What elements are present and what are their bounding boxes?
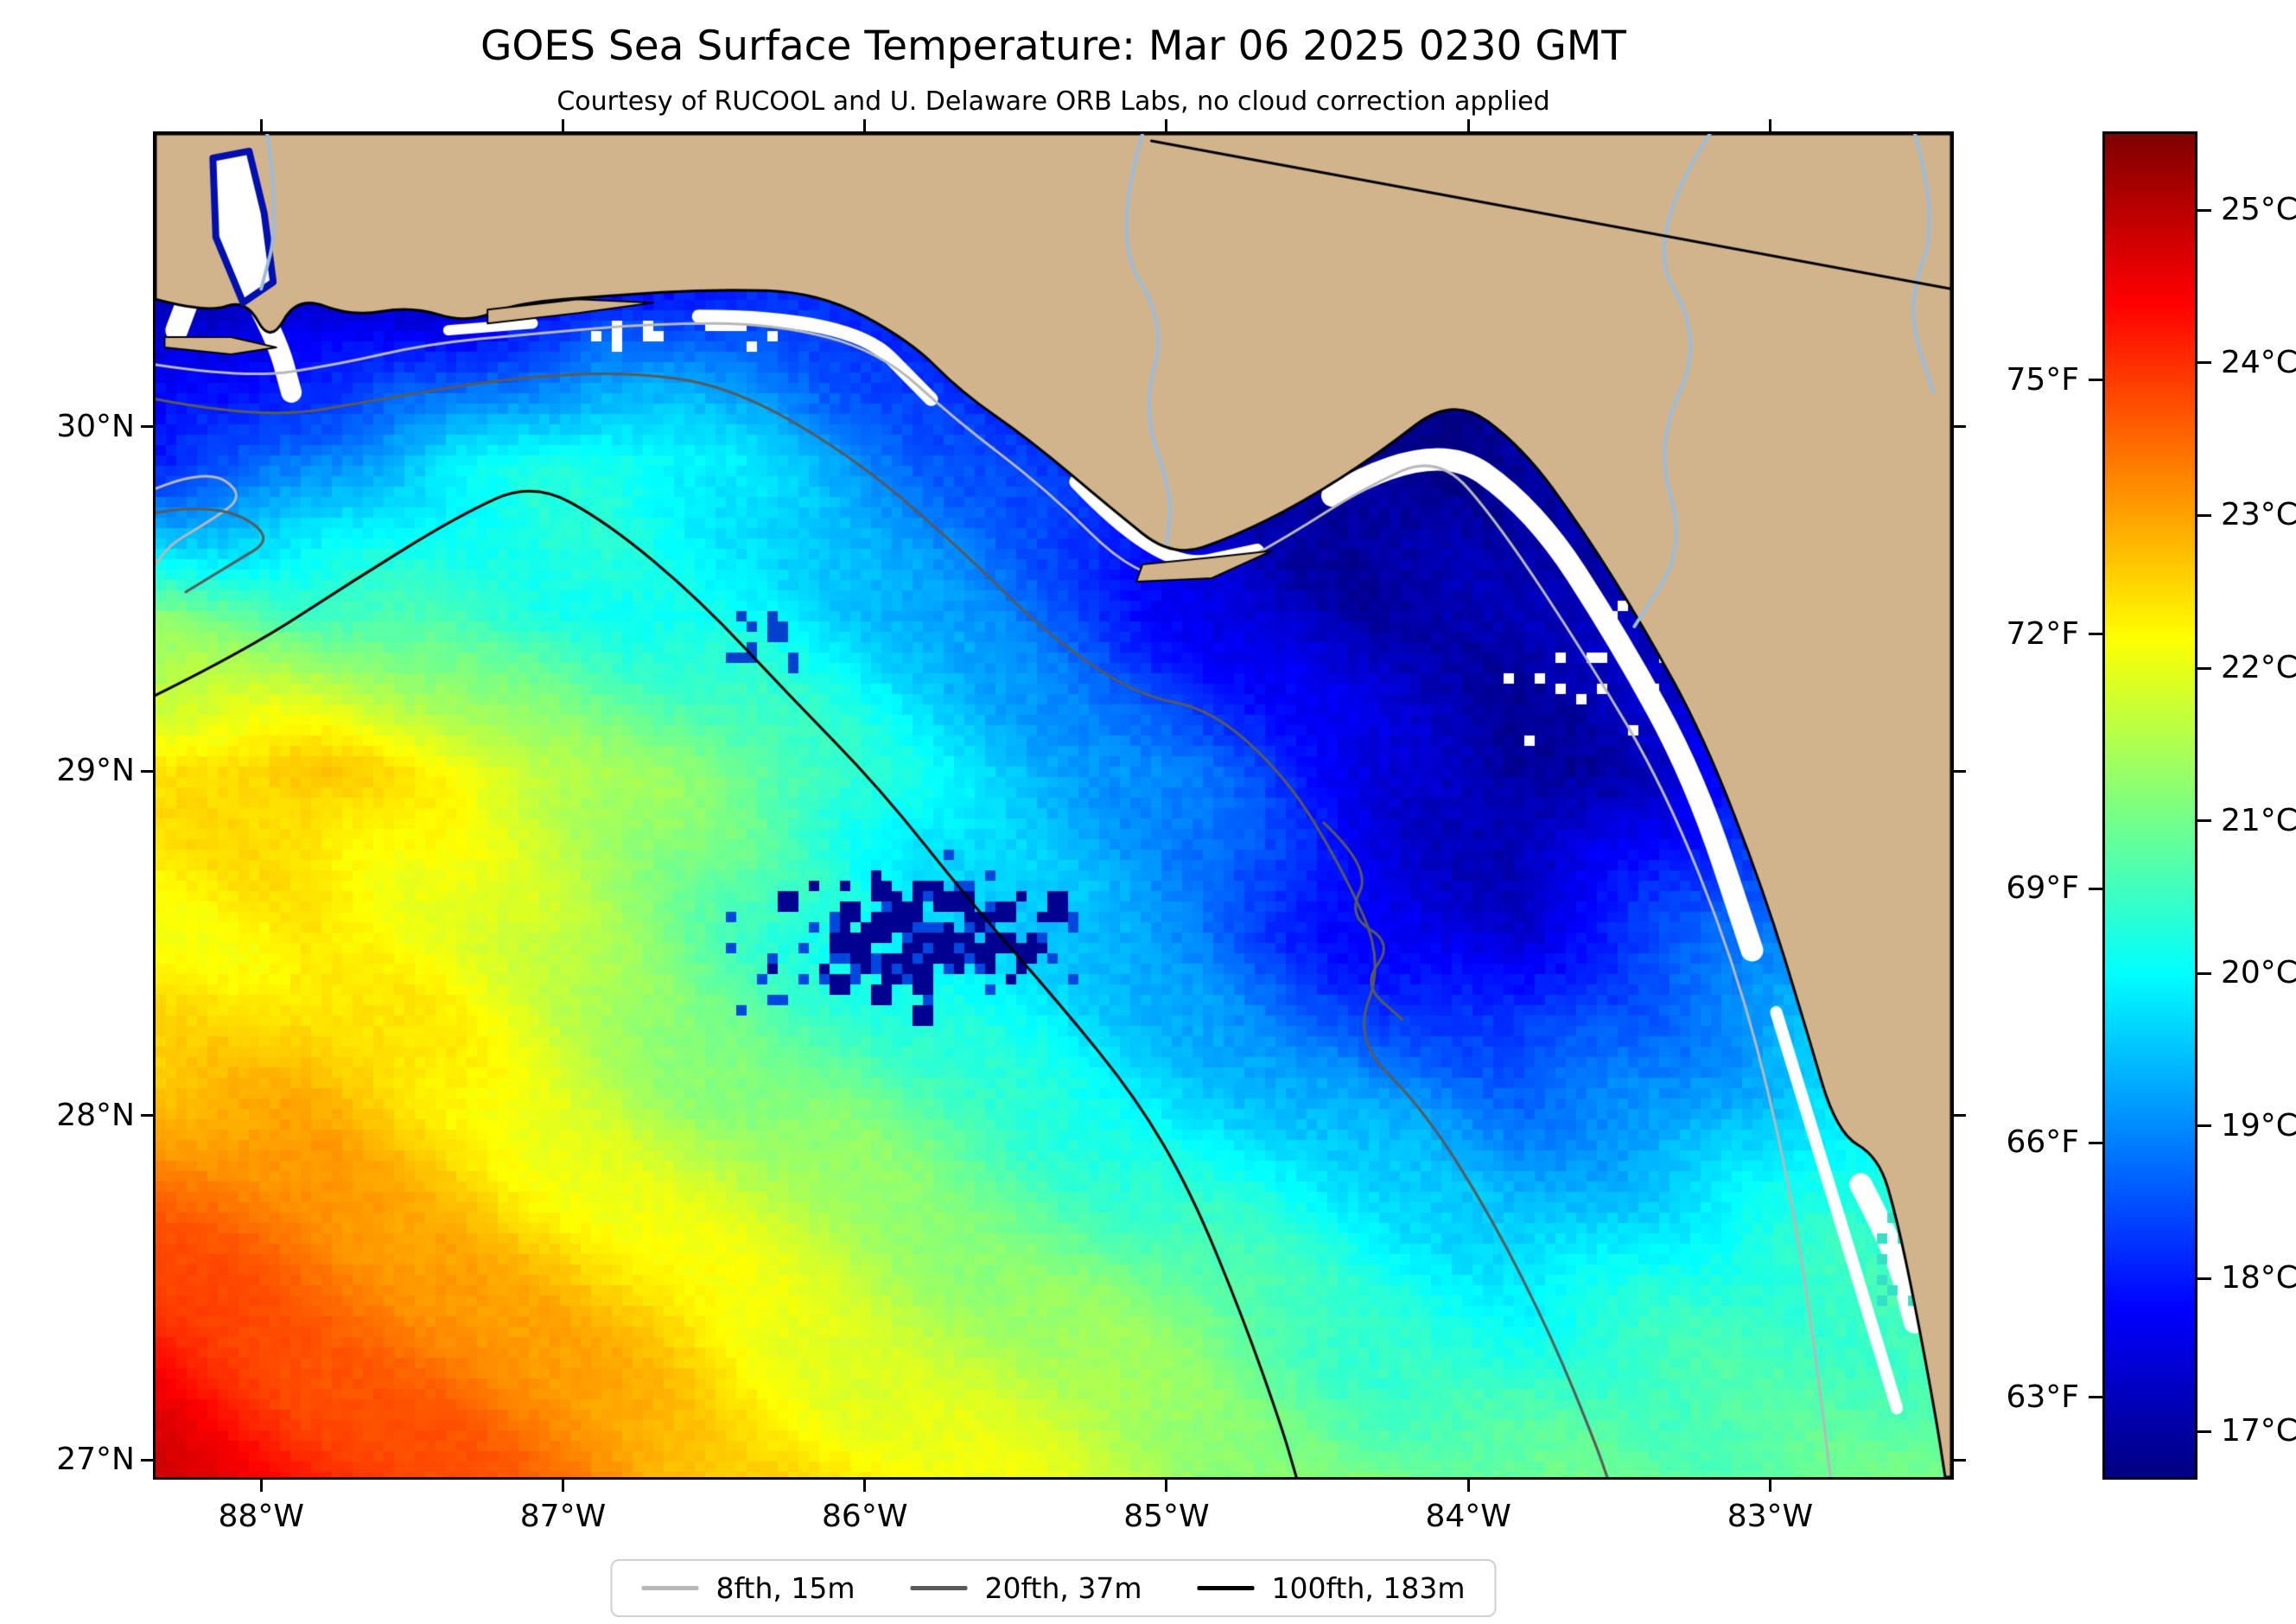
legend-line-sample: [641, 1586, 699, 1590]
legend: 8fth, 15m 20fth, 37m 100fth, 183m: [610, 1559, 1497, 1617]
colorbar-celsius-tick-mark: [2197, 1124, 2211, 1128]
x-tick-mark: [1768, 1480, 1771, 1492]
colorbar-celsius-tick-mark: [2197, 208, 2211, 212]
colorbar-fahrenheit-label: 69°F: [2006, 870, 2079, 907]
x-tick-mark-top: [1165, 119, 1168, 131]
colorbar-celsius-tick-mark: [2197, 361, 2211, 365]
x-tick-mark-top: [259, 119, 263, 131]
legend-item: 20fth, 37m: [910, 1571, 1142, 1605]
colorbar-celsius-label: 18°C: [2221, 1260, 2296, 1296]
y-tick-label: 27°N: [56, 1442, 135, 1478]
figure-title: GOES Sea Surface Temperature: Mar 06 202…: [480, 22, 1627, 70]
legend-line-sample: [1197, 1586, 1255, 1590]
colorbar-fahrenheit-label: 72°F: [2006, 615, 2079, 652]
colorbar-celsius-label: 17°C: [2221, 1413, 2296, 1449]
y-tick-label: 28°N: [56, 1097, 135, 1133]
colorbar-celsius-tick-mark: [2197, 971, 2211, 975]
legend-item: 100fth, 183m: [1197, 1571, 1466, 1605]
colorbar-fahrenheit-tick-mark: [2089, 887, 2102, 890]
x-tick-mark: [863, 1480, 867, 1492]
y-tick-mark-right: [1954, 1458, 1966, 1462]
legend-item-label: 20fth, 37m: [984, 1571, 1142, 1605]
colorbar-fahrenheit-tick-mark: [2089, 633, 2102, 636]
x-tick-label: 86°W: [822, 1499, 908, 1534]
x-tick-mark-top: [1768, 119, 1771, 131]
x-tick-label: 85°W: [1123, 1499, 1210, 1534]
figure-subtitle: Courtesy of RUCOOL and U. Delaware ORB L…: [557, 86, 1550, 117]
y-tick-mark-right: [1954, 769, 1966, 773]
x-tick-mark-top: [863, 119, 867, 131]
colorbar-celsius-label: 21°C: [2221, 802, 2296, 838]
colorbar-fahrenheit-tick-mark: [2089, 1396, 2102, 1399]
x-tick-mark: [561, 1480, 564, 1492]
colorbar-celsius-tick-mark: [2197, 1277, 2211, 1280]
colorbar-celsius-tick-mark: [2197, 666, 2211, 670]
x-tick-label: 87°W: [519, 1499, 607, 1534]
x-tick-mark: [259, 1480, 263, 1492]
colorbar-fahrenheit-tick-mark: [2089, 379, 2102, 381]
colorbar-celsius-label: 25°C: [2221, 192, 2296, 228]
colorbar-fahrenheit-label: 75°F: [2006, 361, 2079, 398]
y-tick-mark: [141, 1458, 153, 1462]
y-tick-label: 30°N: [56, 408, 135, 444]
sst-map-canvas: [156, 134, 1951, 1477]
colorbar-celsius-label: 22°C: [2221, 650, 2296, 686]
x-tick-label: 84°W: [1425, 1499, 1511, 1534]
colorbar-celsius-tick-mark: [2197, 1430, 2211, 1433]
x-tick-label: 83°W: [1727, 1499, 1814, 1534]
x-tick-mark-top: [561, 119, 564, 131]
colorbar-fahrenheit-tick-mark: [2089, 1141, 2102, 1144]
colorbar-celsius-label: 24°C: [2221, 344, 2296, 380]
y-tick-mark-right: [1954, 1114, 1966, 1118]
legend-item-label: 8fth, 15m: [716, 1571, 855, 1605]
y-tick-mark: [141, 1114, 153, 1118]
colorbar-celsius-label: 20°C: [2221, 955, 2296, 991]
legend-item: 8fth, 15m: [641, 1571, 855, 1605]
y-tick-mark: [141, 769, 153, 773]
colorbar-celsius-tick-mark: [2197, 819, 2211, 823]
colorbar-celsius-label: 23°C: [2221, 497, 2296, 533]
colorbar-celsius-label: 19°C: [2221, 1107, 2296, 1143]
colorbar-fahrenheit-label: 63°F: [2006, 1379, 2079, 1415]
x-tick-mark-top: [1466, 119, 1470, 131]
legend-item-label: 100fth, 183m: [1271, 1571, 1466, 1605]
x-tick-mark: [1165, 1480, 1168, 1492]
x-tick-label: 88°W: [218, 1499, 304, 1534]
y-tick-mark: [141, 425, 153, 429]
x-tick-mark: [1466, 1480, 1470, 1492]
y-tick-label: 29°N: [56, 753, 135, 789]
colorbar-canvas: [2105, 134, 2195, 1477]
legend-line-sample: [910, 1586, 968, 1590]
y-tick-mark-right: [1954, 425, 1966, 429]
colorbar-fahrenheit-label: 66°F: [2006, 1124, 2079, 1161]
colorbar-celsius-tick-mark: [2197, 513, 2211, 517]
